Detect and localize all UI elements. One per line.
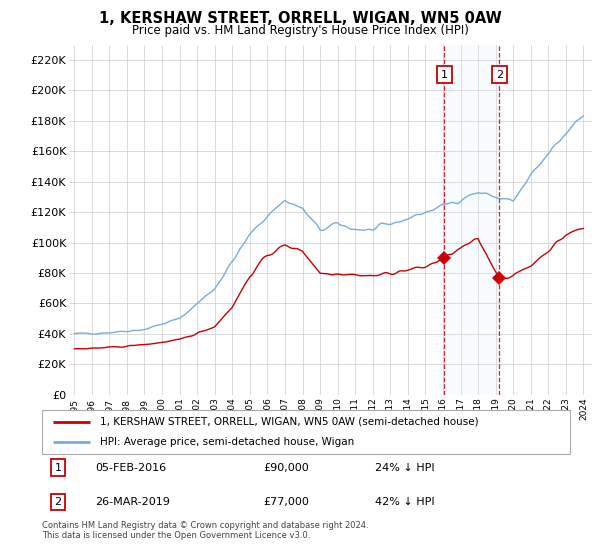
- Text: 26-MAR-2019: 26-MAR-2019: [95, 497, 170, 507]
- Text: 1: 1: [55, 463, 61, 473]
- Text: 1: 1: [441, 69, 448, 80]
- Text: 1, KERSHAW STREET, ORRELL, WIGAN, WN5 0AW (semi-detached house): 1, KERSHAW STREET, ORRELL, WIGAN, WN5 0A…: [100, 417, 479, 427]
- Text: 24% ↓ HPI: 24% ↓ HPI: [374, 463, 434, 473]
- Text: Price paid vs. HM Land Registry's House Price Index (HPI): Price paid vs. HM Land Registry's House …: [131, 24, 469, 37]
- Text: 2: 2: [496, 69, 503, 80]
- Text: Contains HM Land Registry data © Crown copyright and database right 2024.
This d: Contains HM Land Registry data © Crown c…: [42, 521, 368, 540]
- Text: 42% ↓ HPI: 42% ↓ HPI: [374, 497, 434, 507]
- Text: £90,000: £90,000: [264, 463, 310, 473]
- Bar: [445, 45, 499, 395]
- Text: 1, KERSHAW STREET, ORRELL, WIGAN, WN5 0AW: 1, KERSHAW STREET, ORRELL, WIGAN, WN5 0A…: [98, 11, 502, 26]
- Text: 2: 2: [54, 497, 61, 507]
- Text: 05-FEB-2016: 05-FEB-2016: [95, 463, 166, 473]
- Text: HPI: Average price, semi-detached house, Wigan: HPI: Average price, semi-detached house,…: [100, 437, 355, 447]
- Text: £77,000: £77,000: [264, 497, 310, 507]
